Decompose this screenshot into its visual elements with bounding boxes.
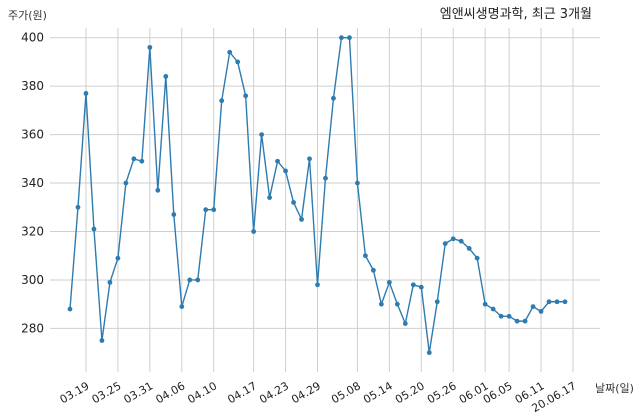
data-point (299, 216, 304, 222)
data-point (450, 236, 456, 242)
data-point (267, 195, 272, 200)
y-tick-label: 280 (21, 321, 44, 335)
data-point (219, 98, 225, 104)
data-point (410, 282, 416, 288)
x-tick-label: 05.14 (361, 379, 395, 406)
data-point (506, 313, 512, 319)
data-point (243, 93, 249, 99)
data-point (498, 313, 504, 319)
data-point (530, 304, 536, 309)
data-point (163, 74, 169, 79)
x-tick-label: 04.06 (153, 379, 187, 406)
data-point (394, 301, 400, 307)
data-point (482, 301, 488, 307)
data-point (347, 35, 352, 41)
data-point (195, 277, 201, 283)
data-point (434, 299, 440, 305)
data-point (115, 255, 121, 261)
data-point (378, 301, 384, 307)
data-point (442, 241, 448, 247)
data-point (355, 180, 360, 186)
data-point (283, 168, 288, 174)
data-point (331, 95, 336, 101)
chart-title: 엠앤씨생명과학, 최근 3개월 (440, 7, 592, 22)
data-point (307, 156, 312, 162)
data-point (522, 318, 528, 324)
x-tick-label: 03.31 (122, 379, 156, 406)
data-point (315, 282, 320, 288)
data-point (139, 158, 145, 164)
data-point (75, 204, 81, 210)
y-tick-label: 300 (21, 273, 44, 287)
x-tick-label: 04.29 (289, 379, 323, 406)
data-point (554, 299, 560, 305)
data-point (99, 338, 105, 343)
data-point (147, 44, 153, 50)
data-point (474, 255, 480, 261)
x-tick-label: 05.26 (425, 379, 459, 406)
grid-layer (50, 28, 600, 372)
x-axis-title: 날짜(일) (595, 381, 634, 395)
x-tick-label: 04.23 (257, 379, 291, 406)
data-point (339, 35, 344, 41)
data-point (235, 59, 241, 65)
data-point (67, 306, 73, 312)
data-point (323, 175, 328, 181)
y-tick-label: 380 (21, 79, 44, 93)
data-point (514, 318, 520, 324)
data-point (187, 277, 193, 283)
data-point (275, 158, 280, 164)
data-point (363, 253, 368, 259)
data-point (203, 207, 209, 213)
data-point (546, 299, 552, 305)
x-tick-label: 03.19 (58, 379, 92, 406)
data-point (227, 49, 233, 55)
data-point (123, 180, 129, 186)
y-tick-label: 400 (21, 31, 44, 45)
x-tick-label: 04.17 (225, 379, 259, 406)
data-point (251, 229, 257, 234)
y-tick-label: 360 (21, 128, 44, 142)
data-point (402, 321, 408, 326)
data-point (91, 226, 97, 232)
data-point (171, 212, 177, 217)
y-tick-label: 320 (21, 224, 44, 238)
data-point (179, 304, 185, 309)
data-point (83, 91, 89, 96)
x-tick-label: 04.10 (185, 379, 219, 406)
y-axis-title: 주가(원) (8, 9, 47, 22)
data-point (155, 187, 161, 193)
data-point (386, 279, 392, 285)
data-point (538, 309, 544, 314)
y-axis: 280 300 320 340 360 380 400 (21, 31, 44, 336)
data-point (259, 132, 265, 137)
data-point (211, 207, 217, 213)
data-point (107, 279, 113, 285)
data-point (490, 306, 496, 312)
data-point (291, 200, 296, 205)
x-tick-label: 05.20 (393, 379, 427, 406)
data-point (131, 156, 137, 162)
y-tick-label: 340 (21, 176, 44, 190)
data-point (426, 350, 432, 356)
data-point (418, 284, 424, 290)
x-tick-label: 03.25 (90, 379, 124, 406)
data-point (466, 246, 472, 251)
data-point (370, 267, 376, 273)
data-point (562, 299, 568, 305)
series-layer (67, 35, 568, 356)
x-tick-label: 05.08 (329, 379, 363, 406)
data-point (458, 238, 464, 244)
